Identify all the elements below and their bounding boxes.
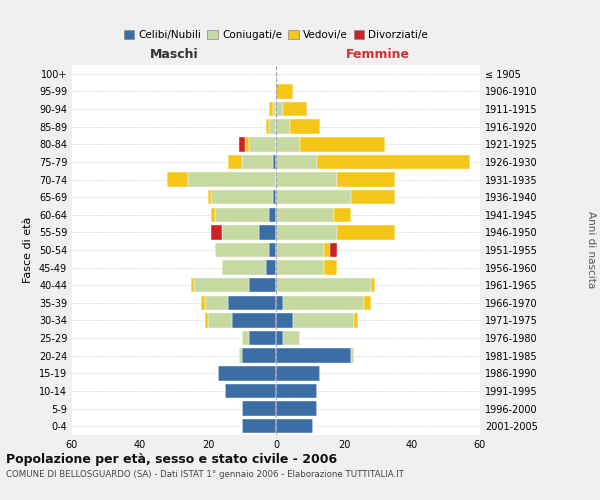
Bar: [266, 120, 269, 134]
Bar: [276, 366, 320, 380]
Bar: [334, 208, 351, 222]
Bar: [272, 102, 276, 117]
Bar: [211, 208, 215, 222]
Bar: [317, 154, 470, 169]
Bar: [354, 314, 358, 328]
Bar: [276, 402, 317, 416]
Bar: [283, 296, 364, 310]
Bar: [194, 278, 249, 292]
Bar: [215, 243, 269, 257]
Bar: [249, 331, 276, 345]
Bar: [276, 208, 334, 222]
Bar: [323, 243, 331, 257]
Bar: [242, 348, 276, 363]
Bar: [276, 243, 323, 257]
Bar: [229, 154, 242, 169]
Bar: [293, 314, 354, 328]
Bar: [208, 314, 232, 328]
Bar: [283, 102, 307, 117]
Bar: [269, 243, 276, 257]
Bar: [208, 190, 211, 204]
Bar: [276, 190, 351, 204]
Bar: [276, 384, 317, 398]
Bar: [211, 190, 272, 204]
Bar: [266, 260, 276, 275]
Bar: [167, 172, 188, 186]
Bar: [276, 120, 290, 134]
Bar: [239, 348, 242, 363]
Bar: [221, 260, 266, 275]
Bar: [239, 137, 245, 152]
Bar: [276, 348, 351, 363]
Bar: [205, 296, 229, 310]
Bar: [218, 366, 276, 380]
Bar: [215, 208, 269, 222]
Bar: [276, 331, 283, 345]
Bar: [331, 243, 337, 257]
Bar: [276, 419, 313, 434]
Bar: [201, 296, 205, 310]
Bar: [364, 296, 371, 310]
Bar: [242, 331, 249, 345]
Bar: [229, 296, 276, 310]
Bar: [290, 120, 320, 134]
Bar: [272, 154, 276, 169]
Bar: [351, 348, 354, 363]
Bar: [225, 384, 276, 398]
Bar: [249, 137, 276, 152]
Bar: [276, 154, 317, 169]
Bar: [276, 137, 300, 152]
Bar: [188, 172, 276, 186]
Bar: [221, 225, 259, 240]
Text: Popolazione per età, sesso e stato civile - 2006: Popolazione per età, sesso e stato civil…: [6, 452, 337, 466]
Bar: [211, 225, 221, 240]
Bar: [269, 102, 272, 117]
Bar: [272, 190, 276, 204]
Bar: [276, 314, 293, 328]
Bar: [283, 331, 300, 345]
Bar: [242, 419, 276, 434]
Bar: [242, 154, 272, 169]
Bar: [249, 278, 276, 292]
Text: Femmine: Femmine: [346, 48, 410, 62]
Bar: [337, 172, 395, 186]
Bar: [323, 260, 337, 275]
Bar: [276, 296, 283, 310]
Bar: [205, 314, 208, 328]
Bar: [276, 278, 371, 292]
Bar: [276, 102, 283, 117]
Bar: [351, 190, 395, 204]
Bar: [269, 208, 276, 222]
Bar: [232, 314, 276, 328]
Bar: [276, 84, 293, 98]
Legend: Celibi/Nubili, Coniugati/e, Vedovi/e, Divorziati/e: Celibi/Nubili, Coniugati/e, Vedovi/e, Di…: [119, 26, 433, 44]
Text: Maschi: Maschi: [149, 48, 199, 62]
Bar: [259, 225, 276, 240]
Bar: [300, 137, 385, 152]
Bar: [245, 137, 249, 152]
Text: COMUNE DI BELLOSGUARDO (SA) - Dati ISTAT 1° gennaio 2006 - Elaborazione TUTTITAL: COMUNE DI BELLOSGUARDO (SA) - Dati ISTAT…: [6, 470, 404, 479]
Bar: [276, 260, 323, 275]
Bar: [276, 172, 337, 186]
Y-axis label: Fasce di età: Fasce di età: [23, 217, 33, 283]
Bar: [337, 225, 395, 240]
Bar: [242, 402, 276, 416]
Bar: [269, 120, 276, 134]
Bar: [191, 278, 194, 292]
Text: Anni di nascita: Anni di nascita: [586, 212, 596, 288]
Bar: [276, 225, 337, 240]
Bar: [371, 278, 374, 292]
